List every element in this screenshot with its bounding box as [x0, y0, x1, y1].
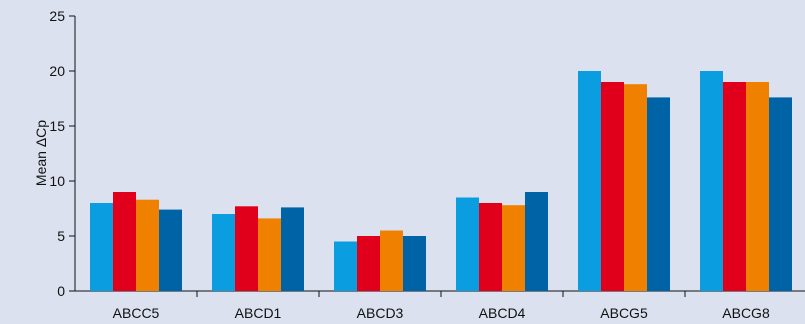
y-axis-label-group: Mean ΔCp	[33, 120, 49, 186]
x-tick-label: ABCG5	[600, 305, 648, 321]
bar-abcd3-3	[380, 230, 403, 291]
y-axis-label: Mean ΔCp	[33, 120, 49, 186]
bar-abcd4-4	[525, 192, 548, 291]
bar-abcg5-4	[647, 97, 670, 292]
bar-abcc5-1	[90, 203, 113, 291]
y-tick-label: 0	[57, 283, 65, 299]
bar-abcg8-3	[746, 82, 769, 291]
bar-abcd4-3	[502, 205, 525, 291]
bar-abcg8-2	[723, 82, 746, 291]
y-tick-label: 10	[49, 173, 65, 189]
bar-abcg8-4	[769, 97, 792, 292]
bar-abcg8-1	[700, 71, 723, 291]
bar-abcc5-2	[113, 192, 136, 291]
bar-abcg5-1	[578, 71, 601, 291]
bar-abcd3-1	[334, 241, 357, 291]
y-tick-label: 15	[49, 118, 65, 134]
bar-abcd3-4	[403, 236, 426, 291]
bar-abcd1-2	[235, 206, 258, 291]
y-tick-label: 5	[57, 228, 65, 244]
y-ticks: 0 5 10 15 20 25	[49, 8, 75, 299]
bar-abcc5-3	[136, 199, 159, 291]
y-tick-label: 20	[49, 63, 65, 79]
y-tick-label: 25	[49, 8, 65, 24]
bar-abcd3-2	[357, 236, 380, 291]
bar-abcd1-4	[281, 207, 304, 291]
x-tick-label: ABCC5	[113, 305, 160, 321]
x-tick-label: ABCD1	[235, 305, 282, 321]
bar-abcd4-1	[456, 197, 479, 291]
bar-abcd4-2	[479, 203, 502, 291]
bar-abcg5-2	[601, 82, 624, 291]
x-tick-label: ABCD4	[479, 305, 526, 321]
x-tick-label: ABCD3	[357, 305, 404, 321]
x-ticks: ABCC5 ABCD1 ABCD3 ABCD4 ABCG5 ABCG8	[113, 291, 770, 321]
x-tick-label: ABCG8	[722, 305, 770, 321]
bar-abcd1-3	[258, 218, 281, 291]
bar-abcd1-1	[212, 214, 235, 291]
bar-abcg5-3	[624, 84, 647, 291]
bars-group	[90, 71, 792, 292]
bar-abcc5-4	[159, 209, 182, 291]
